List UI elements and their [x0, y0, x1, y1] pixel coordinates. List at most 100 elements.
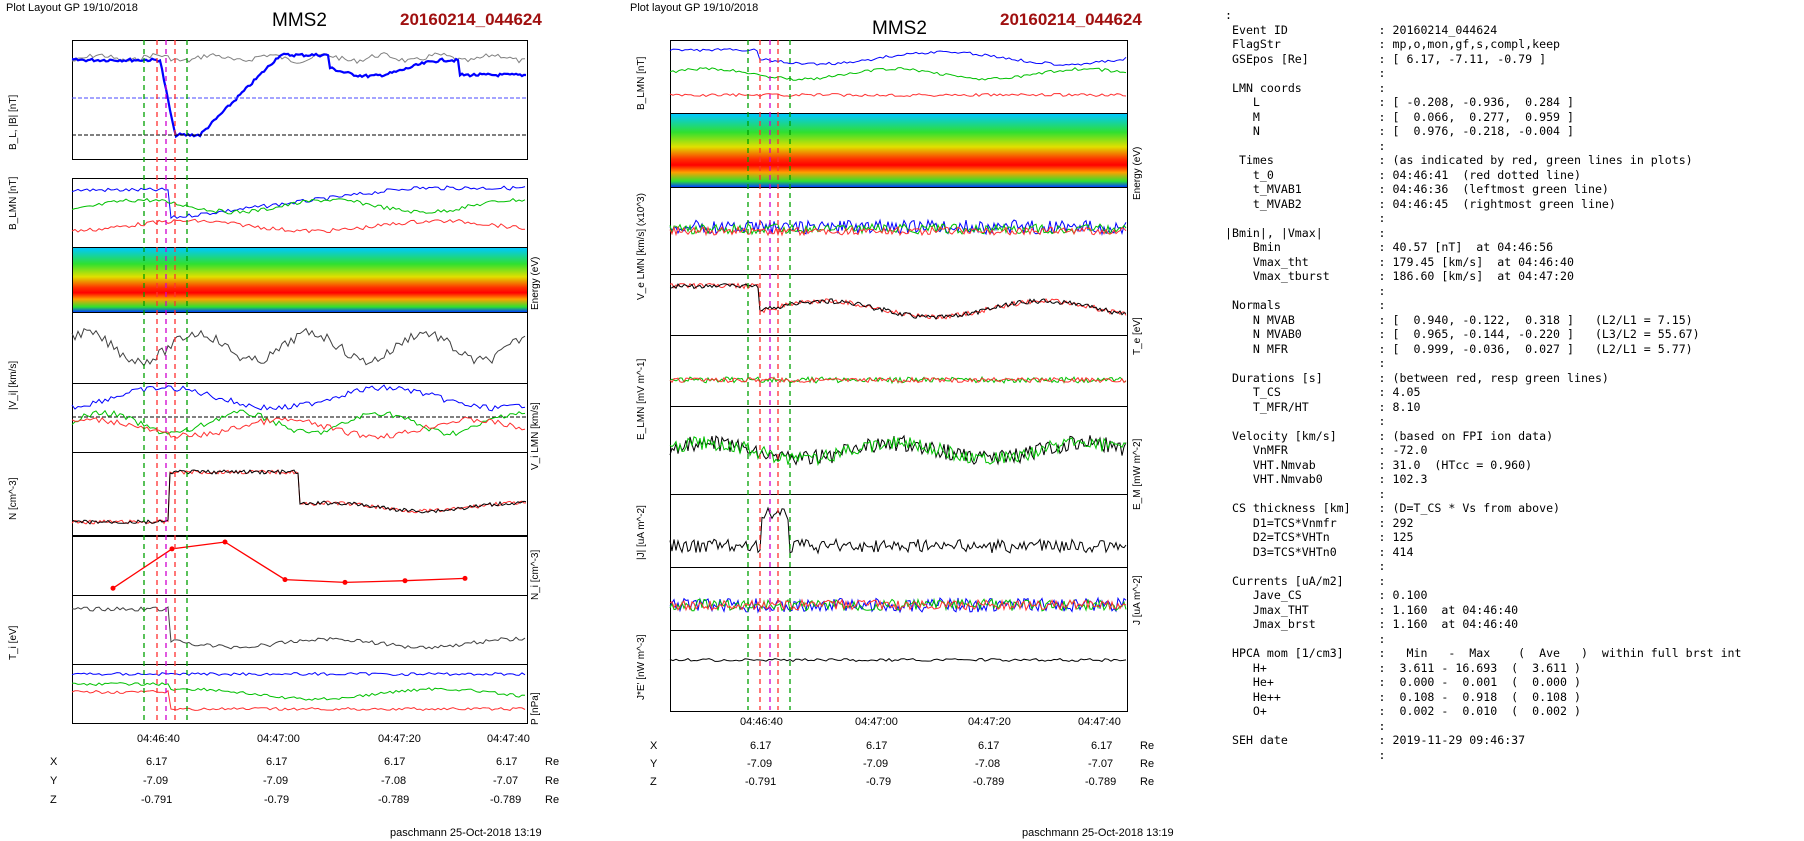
right-panel-label: J [uA m^-2] — [1132, 575, 1143, 625]
left-event-title: 20160214_044624 — [400, 10, 542, 29]
right-time-tick: 04:47:00 — [855, 716, 898, 728]
j-mag-trace — [669, 506, 1127, 555]
te-par-trace — [669, 282, 1127, 320]
left-panel-label: V_i LMN [km/s] — [530, 402, 541, 470]
ni-trace — [71, 469, 527, 525]
left-coord-z: -0.79 — [264, 794, 290, 806]
left-time-tick: 04:47:00 — [257, 733, 300, 745]
b-m-trace — [71, 197, 526, 215]
event-info-text: : Event ID : 20160214_044624 FlagStr : m… — [1225, 8, 1742, 762]
left-panel-5 — [72, 452, 528, 536]
left-coord-y: -7.08 — [381, 775, 407, 787]
vi-n-trace — [71, 416, 526, 440]
vexb-trace — [669, 434, 1127, 466]
right-coord-y: -7.09 — [863, 758, 889, 770]
ve-n-trace — [669, 225, 1127, 237]
right-coord-y: -7.08 — [975, 758, 1001, 770]
left-panel-label: N [cm^-3] — [8, 477, 19, 520]
left-panel-label: B_L, |B| [nT] — [8, 94, 19, 150]
right-panel-6 — [670, 494, 1128, 568]
left-coord-x: 6.17 — [384, 756, 406, 768]
r-b-m-trace — [669, 67, 1127, 81]
left-time-tick: 04:47:20 — [378, 733, 421, 745]
j-n-trace — [669, 598, 1127, 612]
b-l-lmn-trace — [71, 185, 526, 220]
r-b-l-trace — [669, 48, 1127, 66]
r-b-n-trace — [669, 92, 1127, 98]
left-coord-z-label: Z — [50, 794, 57, 806]
right-coord-z-label: Z — [650, 776, 657, 788]
vi-mag-trace — [71, 327, 526, 367]
left-coord-y: -7.09 — [263, 775, 289, 787]
vi-l-trace — [71, 384, 526, 412]
p-th-trace — [71, 689, 526, 712]
right-panel-label: E_LMN [mV m^-1] — [636, 358, 647, 440]
ve-l-trace — [669, 218, 1127, 236]
right-panel-label: V_e LMN [km/s] (x10^3) — [636, 193, 647, 300]
left-coord-x: 6.17 — [496, 756, 518, 768]
b-total-trace — [71, 52, 526, 64]
left-panel-label: P [nPa] — [530, 692, 541, 725]
left-coord-y: -7.07 — [493, 775, 519, 787]
right-coord-x-label: X — [650, 740, 658, 752]
right-coord-x: 6.17 — [866, 740, 888, 752]
right-panel-0 — [670, 40, 1128, 114]
b-n-trace — [71, 218, 526, 234]
vi-m-trace — [71, 409, 526, 437]
left-coord-z: -0.791 — [141, 794, 173, 806]
left-footer: paschmann 25-Oct-2018 13:19 — [390, 827, 542, 839]
right-time-tick: 04:46:40 — [740, 716, 783, 728]
right-coord-z: -0.791 — [745, 776, 777, 788]
left-coord-y-label: Y — [50, 775, 58, 787]
right-coord-x: 6.17 — [1091, 740, 1113, 752]
left-coord-x-label: X — [50, 756, 58, 768]
right-coord-z: -0.79 — [866, 776, 892, 788]
left-spacecraft-title: MMS2 — [272, 10, 327, 31]
right-coord-y-label: Y — [650, 758, 658, 770]
right-panel-8 — [670, 630, 1128, 712]
p-b-trace — [71, 682, 526, 701]
left-coord-z: -0.789 — [378, 794, 410, 806]
ti-trace — [71, 606, 526, 650]
hpca-he-line — [112, 541, 466, 589]
left-coord-x: 6.17 — [266, 756, 288, 768]
right-panel-label: T_e [eV] — [1132, 317, 1143, 355]
right-panel-label: J*E' [nW m^-3] — [636, 634, 647, 701]
ne-trace — [71, 468, 527, 525]
right-panel-label: E_M [mW m^-2] — [1132, 438, 1143, 510]
right-coord-y: -7.09 — [747, 758, 773, 770]
je-trace — [669, 657, 1127, 663]
right-event-title: 20160214_044624 — [1000, 10, 1142, 29]
right-coord-x: 6.17 — [750, 740, 772, 752]
right-time-tick: 04:47:40 — [1078, 716, 1121, 728]
right-coord-unit: Re — [1140, 776, 1155, 788]
left-coord-unit: Re — [545, 775, 560, 787]
right-panel-7 — [670, 567, 1128, 631]
right-panel-label: |J| [uA m^-2] — [636, 505, 647, 560]
right-coord-z: -0.789 — [1085, 776, 1117, 788]
em-trace — [669, 436, 1127, 467]
left-coord-x: 6.17 — [146, 756, 168, 768]
right-spacecraft-title: MMS2 — [872, 18, 927, 39]
right-panel-label: B_LMN [nT] — [636, 56, 647, 110]
right-coord-y: -7.07 — [1088, 758, 1114, 770]
e-n-trace — [669, 376, 1127, 384]
left-coord-z: -0.789 — [490, 794, 522, 806]
j-m-trace — [669, 597, 1127, 613]
left-coord-unit: Re — [545, 794, 560, 806]
left-panel-label: Energy (eV) — [530, 256, 541, 310]
right-time-tick: 04:47:20 — [968, 716, 1011, 728]
right-coord-unit: Re — [1140, 740, 1155, 752]
right-coord-z: -0.789 — [973, 776, 1005, 788]
right-coord-unit: Re — [1140, 758, 1155, 770]
left-panel-label: B_LMN [nT] — [8, 176, 19, 230]
left-time-tick: 04:47:40 — [487, 733, 530, 745]
left-coord-unit: Re — [545, 756, 560, 768]
left-coord-y: -7.09 — [143, 775, 169, 787]
left-time-tick: 04:46:40 — [137, 733, 180, 745]
left-panel-label: T_i [eV] — [8, 625, 19, 660]
b-l-trace — [71, 52, 527, 139]
right-panel-label: Energy (eV) — [1132, 146, 1143, 200]
right-layout-label: Plot layout GP 19/10/2018 — [630, 2, 759, 14]
